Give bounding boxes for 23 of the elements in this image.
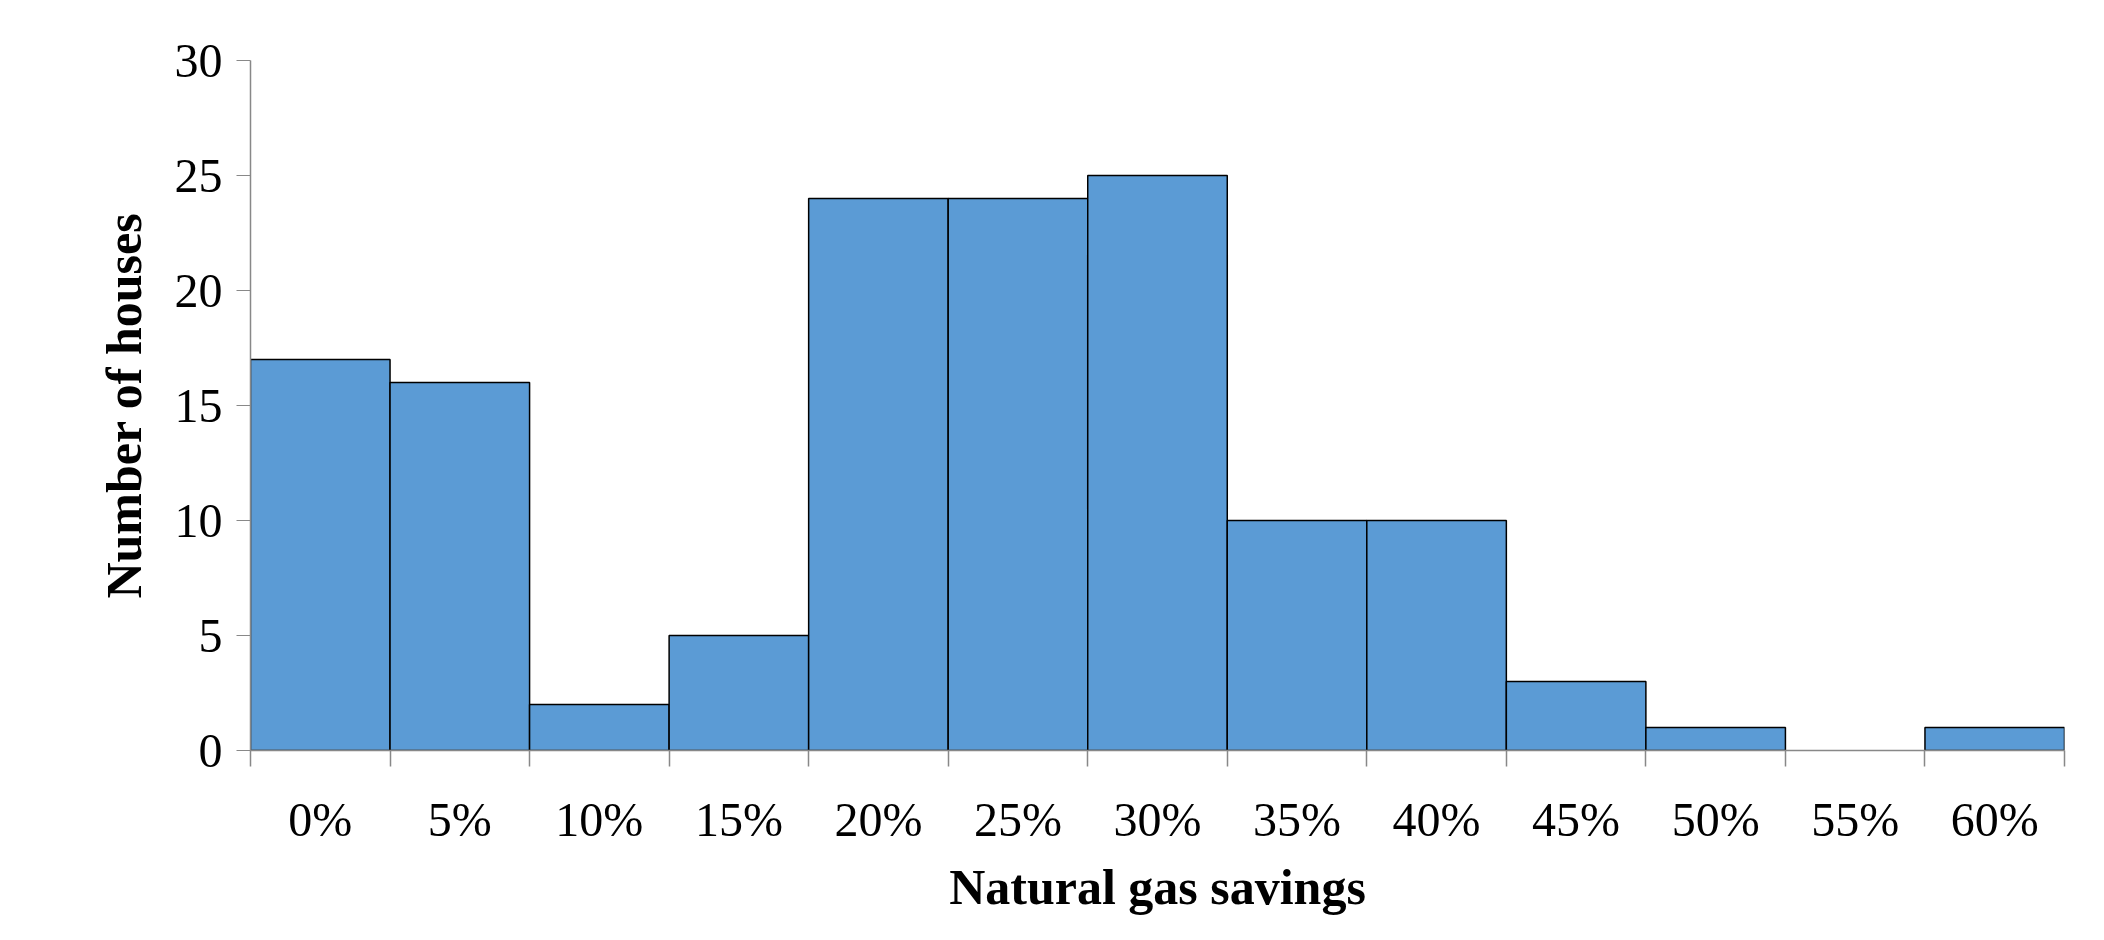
y-axis-title: Number of houses — [95, 213, 152, 599]
x-tick-label: 0% — [288, 792, 353, 846]
x-tick-label: 55% — [1811, 792, 1900, 846]
x-tick-label: 5% — [427, 792, 492, 846]
x-tick-label: 35% — [1253, 792, 1342, 846]
y-tick-label: 25 — [174, 148, 223, 202]
x-tick-label: 40% — [1392, 792, 1481, 846]
x-tick-label: 50% — [1671, 792, 1760, 846]
x-tick-label: 20% — [834, 792, 923, 846]
y-tick-label: 5 — [198, 608, 223, 662]
y-tick-label: 20 — [174, 263, 223, 317]
x-tick-label: 45% — [1532, 792, 1621, 846]
y-tick-label: 0 — [198, 723, 223, 777]
x-tick-label: 15% — [694, 792, 783, 846]
x-tick-label: 60% — [1950, 792, 2039, 846]
x-tick-label: 10% — [555, 792, 644, 846]
y-tick-label: 15 — [174, 378, 223, 432]
bar — [1924, 726, 2065, 751]
x-tick-label: 25% — [973, 792, 1062, 846]
y-tick-label: 10 — [174, 493, 223, 547]
y-tick-label: 30 — [174, 33, 223, 87]
x-axis-title: Natural gas savings — [949, 858, 1366, 915]
x-tick-label: 30% — [1113, 792, 1202, 846]
